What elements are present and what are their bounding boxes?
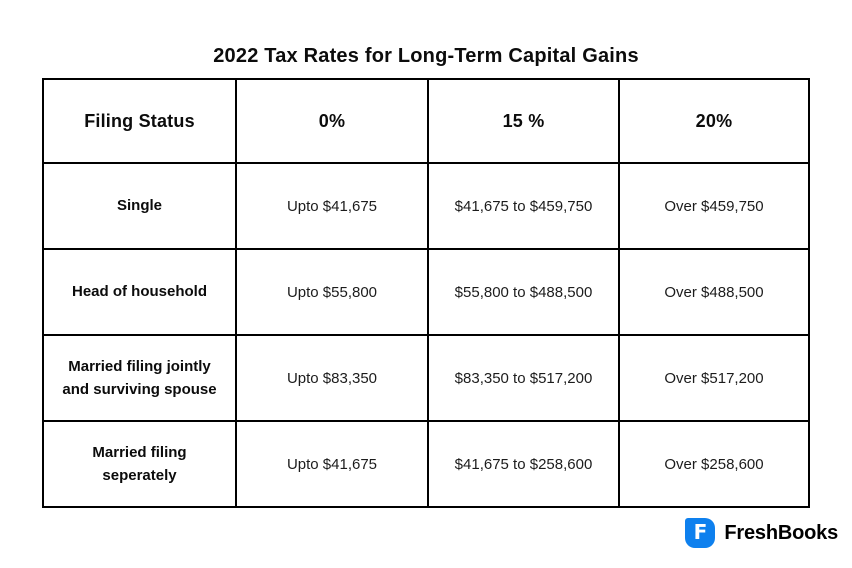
table-row-head-of-household: Head of household Upto $55,800 $55,800 t… [42,248,810,336]
brand-name: FreshBooks [724,521,838,544]
brand-footer: F FreshBooks [685,518,838,548]
table-header-row: Filing Status 0% 15 % 20% [42,78,810,164]
table-cell: $41,675 to $459,750 [427,162,620,250]
freshbooks-logo-icon: F [685,518,716,548]
row-label: Head of household [42,248,237,336]
table-row-married-jointly: Married filing jointly and surviving spo… [42,334,810,422]
table-cell: Upto $83,350 [235,334,429,422]
table-cell: Upto $55,800 [235,248,429,336]
row-label: Married filing seperately [42,420,237,508]
table-cell: Over $459,750 [618,162,810,250]
table-cell: Over $258,600 [618,420,810,508]
page-title: 2022 Tax Rates for Long-Term Capital Gai… [213,45,639,67]
column-header-20-percent: 20% [618,78,810,164]
table-cell: Over $488,500 [618,248,810,336]
row-label: Single [42,162,237,250]
table-cell: Upto $41,675 [235,420,429,508]
table-row-married-separately: Married filing seperately Upto $41,675 $… [42,420,810,508]
column-header-filing-status: Filing Status [42,78,237,164]
column-header-15-percent: 15 % [427,78,620,164]
logo-letter: F [693,520,708,544]
table-cell: $83,350 to $517,200 [427,334,620,422]
table-cell: $41,675 to $258,600 [427,420,620,508]
table-row-single: Single Upto $41,675 $41,675 to $459,750 … [42,162,810,250]
table-cell: Over $517,200 [618,334,810,422]
table-cell: $55,800 to $488,500 [427,248,620,336]
table-cell: Upto $41,675 [235,162,429,250]
tax-rates-table: Filing Status 0% 15 % 20% Single Upto $4… [42,78,810,508]
row-label: Married filing jointly and surviving spo… [42,334,237,422]
column-header-0-percent: 0% [235,78,429,164]
